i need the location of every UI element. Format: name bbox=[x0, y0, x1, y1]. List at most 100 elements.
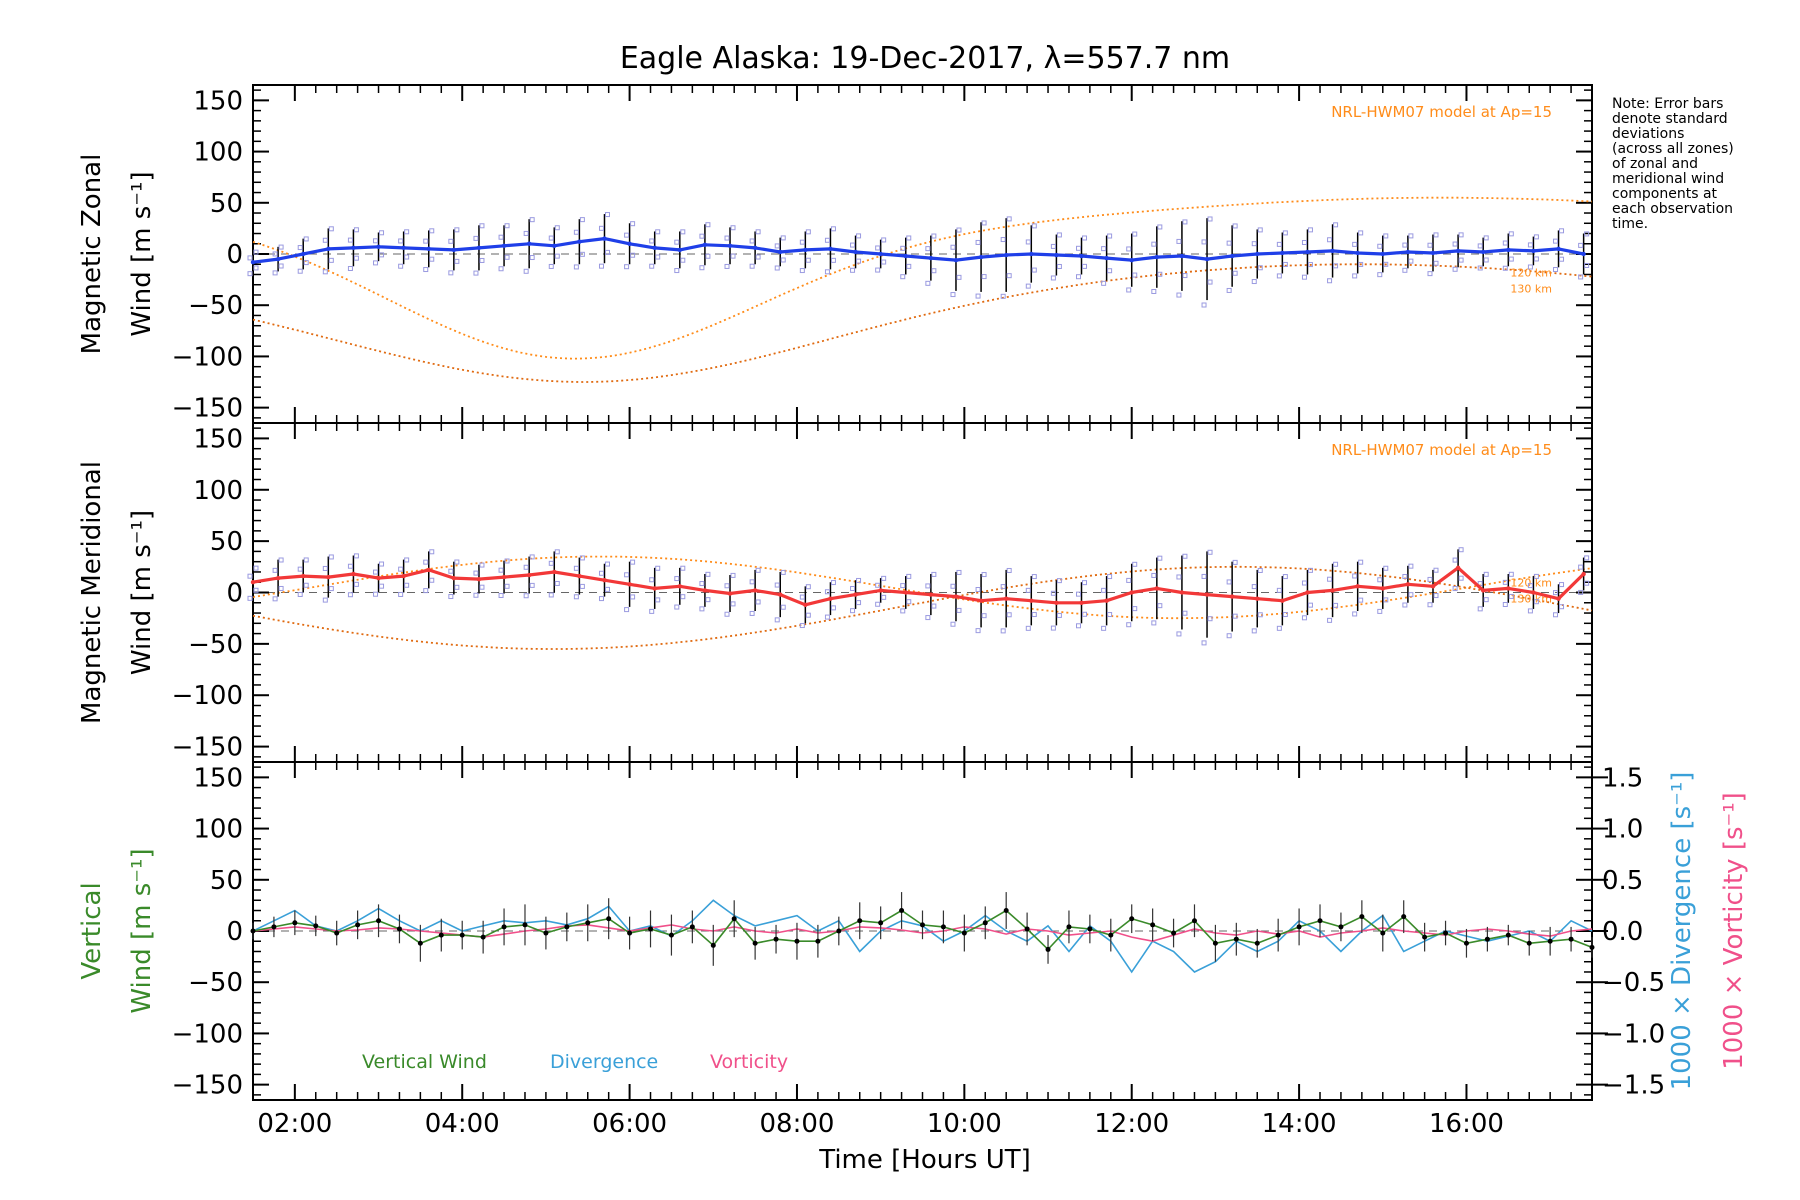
zone-point bbox=[1276, 241, 1282, 247]
zone-point bbox=[1101, 246, 1107, 252]
zone-point bbox=[1301, 274, 1307, 280]
data-point bbox=[426, 246, 431, 252]
zone-point bbox=[1508, 231, 1514, 237]
zone-point bbox=[347, 237, 353, 243]
zone-point bbox=[850, 586, 856, 592]
zone-point bbox=[1307, 227, 1313, 233]
zone-point bbox=[398, 238, 404, 244]
zone-point bbox=[1157, 271, 1163, 277]
zone-point bbox=[548, 560, 554, 566]
zone-point bbox=[1251, 628, 1257, 634]
data-point bbox=[627, 930, 633, 936]
zone-point bbox=[981, 220, 987, 226]
data-point bbox=[602, 236, 607, 241]
zone-point bbox=[1458, 547, 1464, 553]
data-point bbox=[1405, 249, 1411, 255]
zone-point bbox=[1452, 266, 1458, 272]
zone-point bbox=[322, 565, 328, 571]
zone-point bbox=[900, 608, 906, 614]
zone-point bbox=[523, 593, 529, 599]
data-point bbox=[677, 584, 683, 589]
y-axis-label-line2: Wind [m s⁻¹] bbox=[127, 510, 157, 675]
y-tick-label: −150 bbox=[172, 733, 243, 763]
zone-point bbox=[1157, 224, 1163, 230]
data-point bbox=[815, 938, 821, 944]
zone-point bbox=[699, 581, 705, 587]
zone-point bbox=[529, 217, 535, 223]
data-point bbox=[1255, 596, 1260, 601]
zone-point bbox=[824, 237, 830, 243]
data-point bbox=[652, 245, 657, 251]
data-point bbox=[652, 586, 657, 591]
data-point bbox=[401, 573, 406, 579]
data-point bbox=[480, 934, 486, 940]
data-point bbox=[417, 940, 423, 946]
data-point bbox=[1129, 590, 1134, 595]
data-point bbox=[552, 243, 557, 249]
zone-point bbox=[705, 253, 711, 259]
zone-point bbox=[630, 594, 636, 600]
zone-point bbox=[548, 592, 554, 598]
data-point bbox=[752, 588, 758, 593]
data-point bbox=[1233, 936, 1239, 942]
zone-point bbox=[454, 258, 460, 264]
y-tick-label: −100 bbox=[172, 681, 243, 711]
zone-point bbox=[253, 565, 259, 571]
zone-point bbox=[1201, 239, 1207, 245]
data-point bbox=[1003, 908, 1009, 914]
x-tick-label: 02:00 bbox=[257, 1109, 332, 1139]
zone-point bbox=[925, 280, 931, 286]
zone-point bbox=[1553, 267, 1559, 273]
y-axis-label-line1: Magnetic Zonal bbox=[77, 154, 107, 355]
y-tick-label: −100 bbox=[172, 1019, 243, 1049]
zone-point bbox=[624, 572, 630, 578]
zone-point bbox=[900, 245, 906, 251]
zone-point bbox=[1327, 576, 1333, 582]
zone-point bbox=[1408, 563, 1414, 569]
y-tick-label: 150 bbox=[193, 86, 243, 116]
zone-point bbox=[1408, 592, 1414, 598]
data-point bbox=[1505, 932, 1511, 938]
data-point bbox=[1422, 934, 1428, 940]
data-point bbox=[953, 594, 959, 599]
zone-point bbox=[699, 233, 705, 239]
zone-point bbox=[1025, 283, 1031, 289]
zone-point bbox=[950, 583, 956, 589]
data-point bbox=[351, 571, 356, 577]
zone-point bbox=[730, 253, 736, 259]
zone-point bbox=[353, 553, 359, 559]
zone-point bbox=[799, 239, 805, 245]
zone-point bbox=[1402, 242, 1408, 248]
zone-point bbox=[554, 253, 560, 259]
model-alt-label: 130 km bbox=[1510, 283, 1552, 296]
zone-point bbox=[680, 229, 686, 235]
data-point bbox=[1066, 924, 1072, 930]
zone-point bbox=[1126, 622, 1132, 628]
zone-point bbox=[1427, 271, 1433, 277]
zone-point bbox=[473, 270, 479, 276]
zone-point bbox=[423, 559, 429, 565]
y-tick-label: 150 bbox=[193, 763, 243, 793]
zone-point bbox=[523, 230, 529, 236]
zone-point bbox=[448, 270, 454, 276]
data-point bbox=[1029, 598, 1034, 603]
data-point bbox=[1003, 252, 1009, 258]
zone-point bbox=[398, 263, 404, 269]
zone-point bbox=[1082, 580, 1088, 586]
zone-point bbox=[749, 263, 755, 269]
zone-point bbox=[805, 612, 811, 618]
zone-point bbox=[649, 238, 655, 244]
zone-point bbox=[278, 244, 284, 250]
zone-point bbox=[624, 232, 630, 238]
zone-point bbox=[1056, 232, 1062, 238]
zone-point bbox=[655, 565, 661, 571]
data-point bbox=[978, 598, 984, 603]
zone-point bbox=[1232, 270, 1238, 276]
data-point bbox=[1568, 936, 1574, 942]
zone-point bbox=[1107, 233, 1113, 239]
right-tick-label: 1.0 bbox=[1602, 815, 1643, 845]
data-point bbox=[627, 241, 632, 246]
zone-point bbox=[1126, 287, 1132, 293]
zone-point bbox=[1358, 230, 1364, 236]
